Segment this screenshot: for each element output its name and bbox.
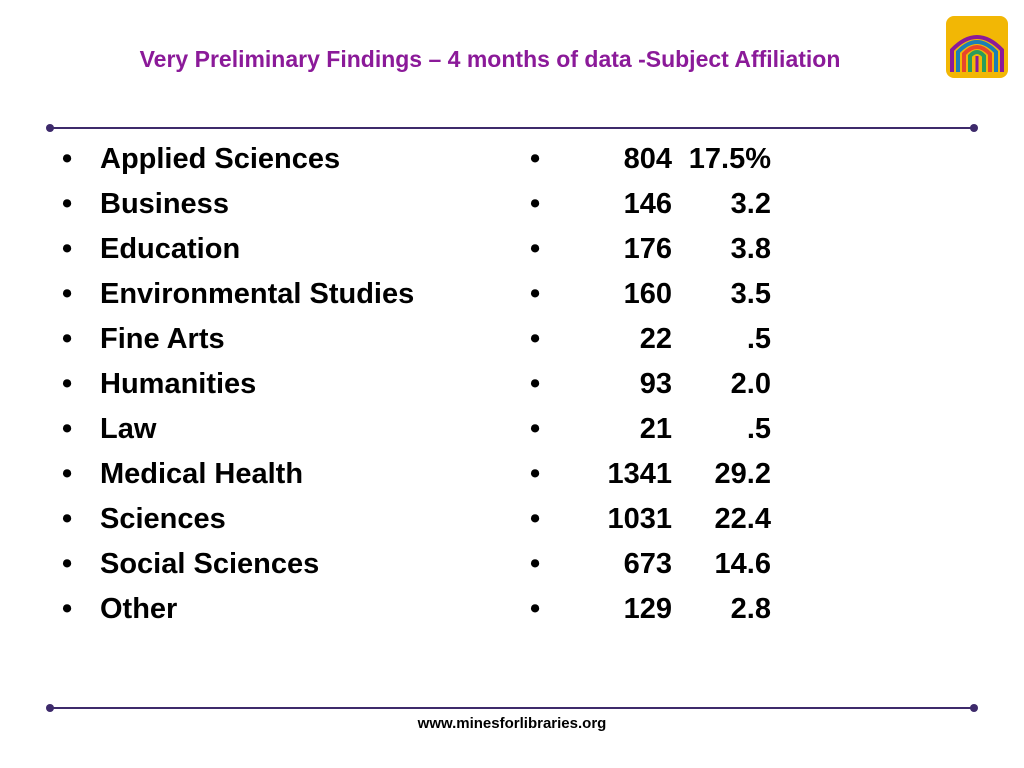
count-value: 21 <box>639 413 672 445</box>
percent-value: 17.5% <box>688 143 771 175</box>
bullet: • <box>62 143 73 175</box>
footer-url: www.minesforlibraries.org <box>417 715 607 732</box>
bullet: • <box>530 548 541 580</box>
bullet: • <box>62 188 73 220</box>
bullet: • <box>530 458 541 490</box>
percent-value: 2.0 <box>730 368 771 400</box>
slide-title: Very Preliminary Findings – 4 months of … <box>139 46 841 72</box>
list-item: • 160 3.5 <box>530 272 790 317</box>
subject-label: Medical Health <box>100 458 304 490</box>
bullet: • <box>530 503 541 535</box>
count-value: 146 <box>623 188 672 220</box>
percent-value: 22.4 <box>714 503 771 535</box>
count-list: • 804 17.5% • 146 3.2 • 176 3.8 • 160 3.5 • 22.5 … <box>530 137 790 632</box>
subject-label: Environmental Studies <box>100 278 415 310</box>
bullet: • <box>62 368 73 400</box>
percent-value: 2.8 <box>730 593 771 625</box>
bullet: • <box>62 233 73 265</box>
bullet: • <box>62 278 73 310</box>
percent-value: 3.8 <box>730 233 771 265</box>
subject-label: Business <box>100 188 229 220</box>
subject-label: Law <box>100 413 157 445</box>
bottom-divider <box>46 704 978 712</box>
list-item: • 21 .5 <box>530 407 790 452</box>
list-item: • 93 2.0 <box>530 362 790 407</box>
count-value: 804 <box>623 143 672 175</box>
subject-label: Humanities <box>100 368 257 400</box>
percent-value: 29.2 <box>714 458 771 490</box>
subject-label: Social Sciences <box>100 548 320 580</box>
top-divider <box>46 124 978 132</box>
bullet: • <box>62 548 73 580</box>
bullet: • <box>62 323 73 355</box>
percent-value: 14.6 <box>714 548 771 580</box>
count-value: 1341 <box>607 458 672 490</box>
list-item: • 22 .5 <box>530 317 790 362</box>
bullet: • <box>530 188 541 220</box>
subject-label: Fine Arts <box>100 323 225 355</box>
subject-label: Other <box>100 593 178 625</box>
subject-label: Education <box>100 233 241 265</box>
count-value: 160 <box>623 278 672 310</box>
subject-label: Sciences <box>100 503 226 535</box>
list-item: • 176 3.8 <box>530 227 790 272</box>
count-value: 22 <box>639 323 672 355</box>
count-value: 129 <box>623 593 672 625</box>
bullet: • <box>530 368 541 400</box>
bullet: • <box>530 278 541 310</box>
list-item: • 1031 22.4 <box>530 497 790 542</box>
percent-value: 3.2 <box>730 188 771 220</box>
bullet: • <box>62 503 73 535</box>
percent-value: 3.5 <box>730 278 771 310</box>
bullet: • <box>62 593 73 625</box>
bullet: • <box>62 413 73 445</box>
percent-value: .5 <box>746 323 771 355</box>
list-item: • 129 2.8 <box>530 587 790 632</box>
count-value: 673 <box>623 548 672 580</box>
bullet: • <box>62 458 73 490</box>
count-value: 176 <box>623 233 672 265</box>
list-item: • 804 17.5% <box>530 137 790 182</box>
count-value: 93 <box>639 368 672 400</box>
bullet: • <box>530 593 541 625</box>
bullet: • <box>530 413 541 445</box>
bullet: • <box>530 323 541 355</box>
list-item: • 146 3.2 <box>530 182 790 227</box>
bullet: • <box>530 143 541 175</box>
count-value: 1031 <box>607 503 672 535</box>
list-item: • 673 14.6 <box>530 542 790 587</box>
subject-label: Applied Sciences <box>100 143 341 175</box>
library-logo-icon <box>946 16 1008 78</box>
list-item: • 1341 29.2 <box>530 452 790 497</box>
bullet: • <box>530 233 541 265</box>
percent-value: .5 <box>746 413 771 445</box>
